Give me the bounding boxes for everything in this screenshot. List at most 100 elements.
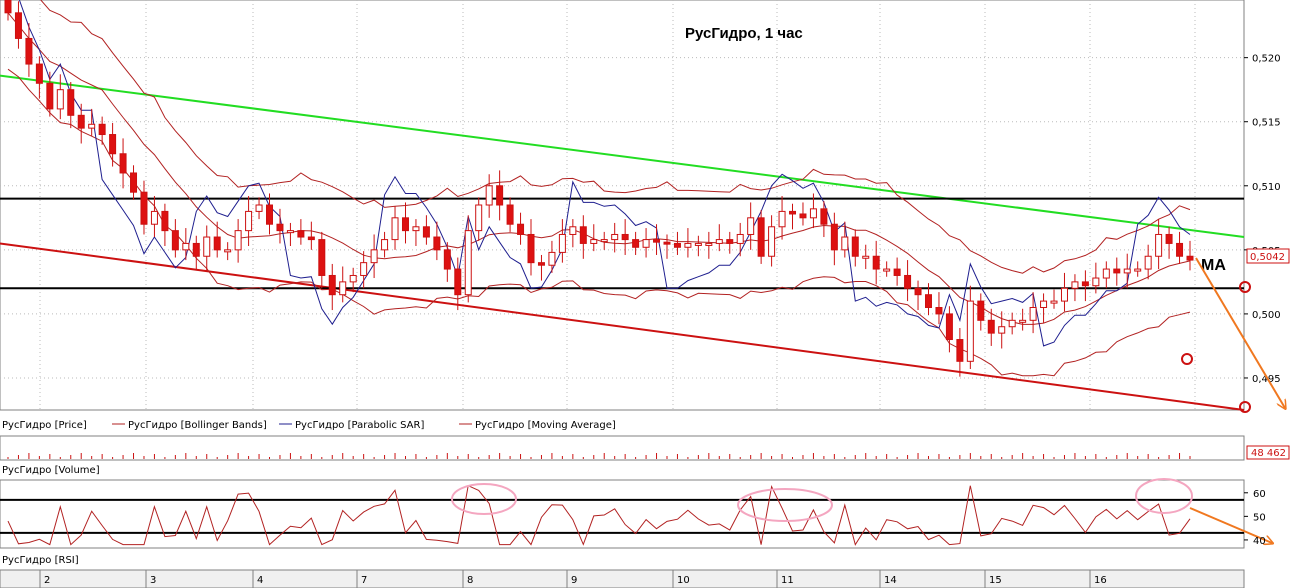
candles <box>4 0 1194 377</box>
x-tick-label: 9 <box>571 575 577 586</box>
candle-body <box>789 210 797 215</box>
candle-body <box>715 239 723 244</box>
candle-body <box>130 172 138 193</box>
candle-body <box>1092 277 1100 287</box>
rsi-panel-label: РусГидро [RSI] <box>2 555 79 566</box>
candle-body <box>862 255 870 259</box>
candle-body <box>517 223 525 235</box>
candle-body <box>339 281 347 296</box>
price-panel <box>0 0 1245 411</box>
ma-annotation: MA <box>1201 257 1226 274</box>
candle-body <box>1071 281 1079 289</box>
marker-circle <box>1239 401 1251 413</box>
candle-body <box>234 230 242 251</box>
candle-body <box>924 294 932 308</box>
x-tick-label: 16 <box>1094 575 1107 586</box>
annotations <box>1181 257 1285 413</box>
candle-body <box>171 230 179 251</box>
legend-entry: РусГидро [Parabolic SAR] <box>295 420 424 431</box>
candle-body <box>286 230 294 234</box>
current-price-label: 0,5042 <box>1250 252 1285 263</box>
candle-body <box>1019 319 1027 323</box>
horizontal-levels <box>0 197 1244 290</box>
volume-label: 48 462 <box>1251 448 1286 459</box>
candle-body <box>475 204 483 232</box>
candle-body <box>558 233 566 253</box>
candle-body <box>67 89 75 116</box>
candle-body <box>88 123 96 129</box>
candle-body <box>537 262 545 266</box>
rsi-axis: 60 50 40 <box>1244 489 1266 547</box>
legend-entry: РусГидро [Price] <box>2 420 87 431</box>
rsi-highlights <box>451 478 1272 543</box>
candle-body <box>224 249 232 253</box>
candle-body <box>653 239 661 243</box>
candle-body <box>4 0 12 14</box>
candle-body <box>799 213 807 219</box>
marker-circle <box>1239 281 1251 293</box>
y-tick-label: 0,520 <box>1252 54 1281 65</box>
candle-body <box>1134 268 1142 272</box>
candle-body <box>161 210 169 232</box>
candle-body <box>694 242 702 246</box>
marker-circle <box>1181 353 1193 365</box>
sar-line <box>18 0 1191 347</box>
volume-panel <box>0 435 1245 461</box>
candle-body <box>1176 242 1184 257</box>
candle-body <box>956 339 964 362</box>
candle-body <box>213 236 221 251</box>
candle-body <box>768 226 776 257</box>
lower-trendline <box>0 242 1245 411</box>
candle-body <box>611 233 619 241</box>
candle-body <box>349 274 357 283</box>
candle-body <box>726 239 734 244</box>
candle-body <box>935 307 943 315</box>
candle-body <box>747 217 755 235</box>
candle-body <box>809 208 817 219</box>
candle-body <box>1081 281 1089 287</box>
candle-body <box>370 249 378 264</box>
y-tick-label: 0,500 <box>1252 310 1281 321</box>
bollinger-lower <box>7 68 1191 377</box>
candle-body <box>548 251 556 266</box>
candle-body <box>150 210 158 225</box>
candle-body <box>203 236 211 257</box>
candle-body <box>391 217 399 241</box>
rsi-tick-label: 60 <box>1253 489 1266 500</box>
candle-body <box>192 242 200 257</box>
candle-body <box>433 236 441 251</box>
candle-body <box>945 313 953 341</box>
candle-body <box>998 326 1006 334</box>
candle-body <box>632 239 640 248</box>
candle-body <box>1040 300 1048 308</box>
candle-body <box>736 233 744 244</box>
candle-body <box>684 242 692 248</box>
candle-body <box>590 239 598 244</box>
candle-body <box>266 204 274 225</box>
candle-body <box>642 239 650 248</box>
candle-body <box>360 262 368 276</box>
highlight-ellipse <box>451 483 517 515</box>
current-price-box <box>1246 248 1290 264</box>
rsi-panel <box>0 479 1245 549</box>
candle-body <box>977 300 985 321</box>
candle-body <box>245 210 253 232</box>
candle-body <box>1123 268 1131 274</box>
candle-body <box>77 114 85 129</box>
bollinger-upper <box>40 0 1191 274</box>
candle-body <box>851 236 859 257</box>
candle-body <box>1060 287 1068 302</box>
candle-body <box>904 274 912 289</box>
x-tick-label: 15 <box>989 575 1002 586</box>
candle-body <box>485 185 493 206</box>
candle-body <box>705 242 713 246</box>
candle-body <box>663 241 671 245</box>
candle-body <box>496 185 504 206</box>
candle-body <box>318 239 326 276</box>
candle-body <box>1155 233 1163 257</box>
rsi-forecast-arrow <box>1189 507 1272 543</box>
y-tick-label: 0,495 <box>1252 374 1281 385</box>
legend: РусГидро [Price] РусГидро [Bollinger Band… <box>2 420 616 431</box>
